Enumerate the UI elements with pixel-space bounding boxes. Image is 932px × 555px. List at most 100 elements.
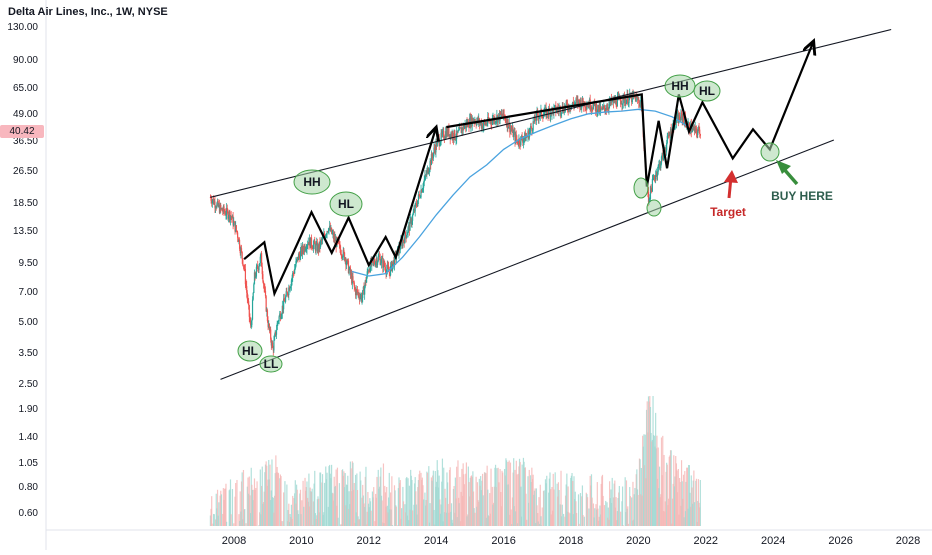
volume-bar (516, 474, 517, 526)
volume-bar (244, 509, 245, 526)
volume-bar (634, 488, 635, 526)
chart-title: Delta Air Lines, Inc., 1W, NYSE (8, 6, 168, 18)
y-tick-label: 3.50 (19, 348, 39, 359)
y-tick-label: 2.50 (19, 379, 39, 390)
y-tick-label: 49.00 (13, 109, 38, 120)
candle-body (279, 316, 280, 321)
volume-bar (245, 523, 246, 526)
volume-bar (594, 508, 595, 526)
x-tick-label: 2010 (289, 535, 313, 547)
hl-2011-label: HL (338, 197, 354, 211)
candle-body (241, 248, 242, 251)
candle-body (700, 134, 701, 136)
volume-bar (546, 476, 547, 526)
volume-bar (584, 517, 585, 526)
volume-bar (511, 509, 512, 526)
volume-bar (354, 483, 355, 526)
candle-body (503, 110, 504, 116)
candle-body (253, 284, 254, 293)
volume-bar (522, 465, 523, 526)
y-tick-label: 0.80 (19, 482, 39, 493)
volume-bar (278, 473, 279, 526)
volume-bar (538, 497, 539, 526)
volume-bar (255, 488, 256, 526)
candles (210, 89, 701, 356)
covid-low-2-ellipse (647, 200, 661, 216)
x-tick-label: 2026 (828, 535, 852, 547)
x-tick-label: 2024 (761, 535, 785, 547)
volume-bar (242, 472, 243, 526)
volume-bar (231, 514, 232, 526)
y-tick-label: 65.00 (13, 83, 38, 94)
volume-bar (459, 477, 460, 526)
buy-zone-ellipse (761, 143, 779, 161)
volume-bar (286, 485, 287, 526)
x-tick-label: 2014 (424, 535, 448, 547)
volume-bar (283, 492, 284, 526)
volume-bar (696, 479, 697, 526)
volume-bar (623, 525, 624, 526)
volume-bar (433, 510, 434, 526)
candle-body (406, 235, 407, 238)
candle-body (458, 130, 459, 131)
candle-body (248, 301, 249, 305)
volume-bar (622, 487, 623, 526)
candle-body (236, 225, 237, 230)
candle-body (242, 252, 243, 259)
y-tick-label: 1.05 (19, 458, 39, 469)
volume-bar (490, 469, 491, 526)
candle-body (352, 276, 353, 281)
volume-bar (612, 478, 613, 526)
candle-body (378, 256, 379, 261)
x-tick-label: 2012 (357, 535, 381, 547)
volume-bar (587, 497, 588, 526)
candle-body (381, 259, 382, 263)
volume-bar (620, 512, 621, 526)
candle-body (405, 232, 406, 235)
volume-bar (256, 481, 257, 526)
y-tick-label: 9.50 (19, 258, 39, 269)
volume-bar (373, 487, 374, 526)
volume-bars (210, 396, 701, 526)
volume-bar (301, 500, 302, 526)
volume-bar (627, 506, 628, 526)
volume-bar (320, 473, 321, 526)
volume-bar (371, 511, 372, 526)
volume-bar (558, 490, 559, 526)
volume-bar (427, 473, 428, 526)
volume-bar (218, 502, 219, 526)
volume-bar (630, 496, 631, 526)
volume-bar (280, 476, 281, 526)
volume-bar (391, 476, 392, 526)
volume-bar (401, 508, 402, 526)
volume-bar (284, 481, 285, 526)
volume-bar (502, 473, 503, 526)
volume-bar (483, 495, 484, 526)
volume-bar (563, 514, 564, 526)
candle-body (604, 105, 605, 108)
target-arrow-head (724, 170, 738, 183)
volume-bar (382, 500, 383, 526)
candle-body (273, 340, 274, 350)
hl-2021-label: HL (699, 84, 715, 98)
x-tick-label: 2022 (694, 535, 718, 547)
volume-bar (588, 508, 589, 526)
volume-bar (540, 516, 541, 526)
volume-bar (638, 495, 639, 526)
y-tick-label: 90.00 (13, 55, 38, 66)
y-tick-label: 13.50 (13, 226, 38, 237)
volume-bar (430, 503, 431, 526)
volume-bar (464, 484, 465, 526)
y-tick-label: 1.40 (19, 432, 39, 443)
buy-arrow-head (776, 160, 791, 174)
volume-bar (529, 470, 530, 526)
volume-bar (298, 514, 299, 526)
volume-bar (423, 499, 424, 526)
volume-bar (694, 502, 695, 526)
y-tick-label: 1.90 (19, 404, 39, 415)
x-tick-label: 2016 (491, 535, 515, 547)
candle-body (697, 131, 698, 135)
volume-bar (232, 489, 233, 526)
y-tick-label: 26.50 (13, 166, 38, 177)
